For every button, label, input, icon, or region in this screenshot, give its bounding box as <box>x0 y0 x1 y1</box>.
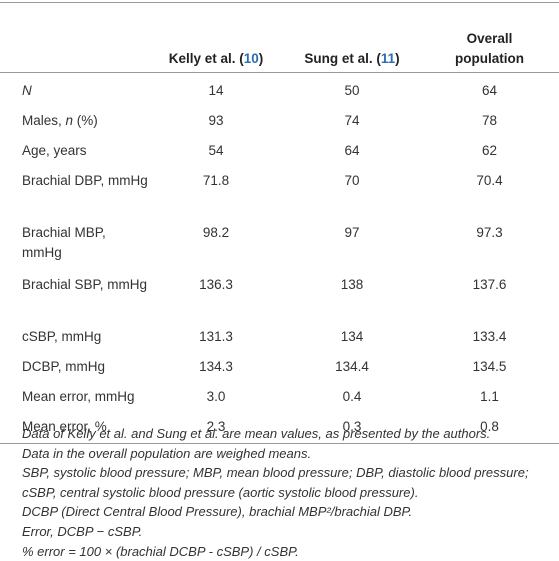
column-header: Sung et al. (11) <box>284 3 420 73</box>
data-table: Kelly et al. (10) Sung et al. (11) Overa… <box>0 2 559 444</box>
footnotes: Data of Kelly et al. and Sung et al. are… <box>22 424 529 561</box>
row-label: Brachial DBP, mmHg <box>0 167 148 219</box>
cell-value: 98.2 <box>202 225 230 240</box>
label-text: Brachial SBP, mmHg <box>22 277 148 292</box>
cell-value: 93 <box>208 113 224 128</box>
footnote: DCBP (Direct Central Blood Pressure), br… <box>22 504 413 520</box>
cell-value: 0.8 <box>480 419 499 434</box>
header-text: Kelly et al. ( <box>168 51 244 66</box>
header-text: ) <box>258 51 264 66</box>
cell-value: 137.6 <box>472 277 507 292</box>
label-text: Brachial DBP, mmHg <box>22 173 148 188</box>
label-text: Mean error, % <box>22 419 107 434</box>
label-text: n <box>65 113 74 128</box>
label-text: (%) <box>73 113 98 128</box>
cell-value: 133.4 <box>472 329 507 344</box>
footnote: Data in the overall population are weigh… <box>22 445 312 461</box>
row: cSBP, mmHg 131.3 134 133.4 <box>0 323 559 353</box>
label-text: N <box>22 83 32 98</box>
cell-value: 74 <box>344 113 360 128</box>
cell-value: 0.4 <box>342 389 362 404</box>
header-row: Kelly et al. (10) Sung et al. (11) Overa… <box>0 3 559 73</box>
footnote: SBP, systolic blood pressure; MBP, mean … <box>22 465 529 481</box>
reference-link[interactable]: 11 <box>380 51 396 66</box>
cell-value: 50 <box>344 83 360 98</box>
header-text: Overall population <box>455 31 524 66</box>
cell-value: 134.4 <box>335 359 369 374</box>
row: Brachial MBP, mmHg 98.2 97 97.3 <box>0 219 559 271</box>
row: Brachial SBP, mmHg 136.3 138 137.6 <box>0 271 559 323</box>
label-text: Males, <box>22 113 66 128</box>
row: Brachial DBP, mmHg 71.8 70 70.4 <box>0 167 559 219</box>
cell-value: 134.5 <box>472 359 507 374</box>
row-label: Mean error, mmHg <box>0 383 148 413</box>
cell-value: 62 <box>481 143 498 158</box>
cell-value: 3.0 <box>206 389 226 404</box>
cell-value: 54 <box>208 143 224 158</box>
cell-value: 14 <box>208 83 224 98</box>
row-label: Brachial SBP, mmHg <box>0 271 148 323</box>
label-text: Brachial MBP, mmHg <box>22 225 106 260</box>
row-label: N <box>0 73 148 108</box>
footnote: Data of Kelly et al. and Sung et al. are… <box>22 426 491 441</box>
row: N 14 50 64 <box>0 73 559 108</box>
cell-value: 64 <box>481 83 498 98</box>
label-text: cSBP, mmHg <box>22 329 102 344</box>
cell-value: 64 <box>344 143 360 158</box>
cell-value: 70 <box>344 173 360 188</box>
cell-value: 1.1 <box>480 389 499 404</box>
cell-value: 134 <box>340 329 364 344</box>
footnote: cSBP, central systolic blood pressure (a… <box>22 484 419 500</box>
header-text: Sung et al. ( <box>304 51 381 66</box>
label-text: Mean error, mmHg <box>22 389 135 404</box>
cell-value: 70.4 <box>476 173 503 188</box>
header-text: ) <box>395 51 400 66</box>
column-header: Kelly et al. (10) <box>148 3 284 73</box>
table-body: N 14 50 64 Males, n (%) 93 74 78 Age, years 54 6… <box>0 73 559 444</box>
row-label: DCBP, mmHg <box>0 353 148 383</box>
cell-value: 78 <box>481 113 498 128</box>
label-text: DCBP, mmHg <box>22 359 106 374</box>
row: Males, n (%) 93 74 78 <box>0 107 559 137</box>
corner <box>0 3 148 73</box>
cell-value: 138 <box>340 277 364 292</box>
cell-value: 2.3 <box>206 419 226 434</box>
cell-value: 97.3 <box>476 225 503 240</box>
cell-value: 131.3 <box>199 329 233 344</box>
row-label: cSBP, mmHg <box>0 323 148 353</box>
row: Age, years 54 64 62 <box>0 137 559 167</box>
row-label: Males, n (%) <box>0 107 148 137</box>
cell-value: 134.3 <box>199 359 233 374</box>
row: Mean error, mmHg 3.0 0.4 1.1 <box>0 383 559 413</box>
row-label: Brachial MBP, mmHg <box>0 219 148 271</box>
row-label: Age, years <box>0 137 148 167</box>
row: DCBP, mmHg 134.3 134.4 134.5 <box>0 353 559 383</box>
footnote: Error, DCBP − cSBP. <box>22 523 143 539</box>
footnote: % error = 100 × (brachial DCBP - cSBP) /… <box>22 543 299 559</box>
row: Mean error, % 2.3 0.3 0.8 <box>0 413 559 444</box>
column-header: Overall population <box>420 3 559 73</box>
reference-link[interactable]: 10 <box>243 51 259 66</box>
label-text: Age, years <box>22 143 87 158</box>
cell-value: 71.8 <box>202 173 230 188</box>
row-label: Mean error, % <box>0 413 148 444</box>
cell-value: 136.3 <box>199 277 233 292</box>
cell-value: 0.3 <box>342 419 362 434</box>
cell-value: 97 <box>344 225 360 240</box>
